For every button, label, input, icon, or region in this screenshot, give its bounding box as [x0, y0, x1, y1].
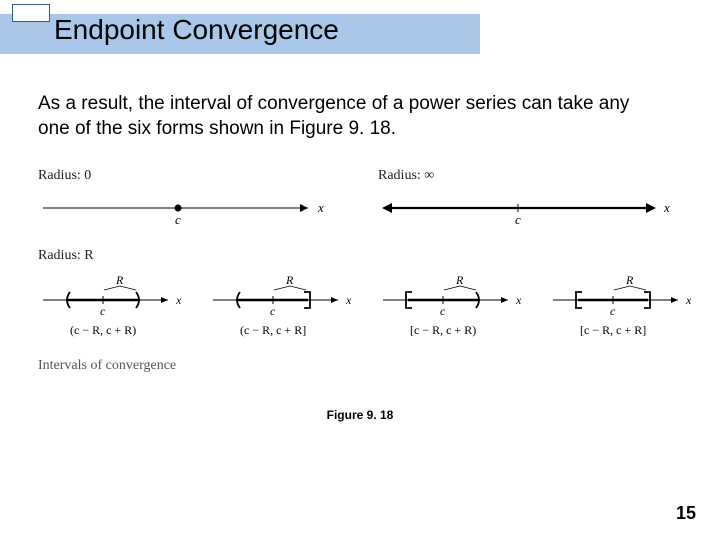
header-tab-box — [12, 4, 50, 22]
c-label: c — [175, 212, 181, 227]
radius-0-diagram: x c — [38, 188, 338, 238]
radius-R-label: Radius: R — [38, 248, 94, 264]
radius-0-label: Radius: 0 — [38, 168, 91, 184]
interval-closed-open: R x c [c − R, c + R) — [378, 268, 538, 348]
slide-title: Endpoint Convergence — [54, 14, 339, 46]
svg-text:R: R — [625, 273, 634, 287]
body-paragraph: As a result, the interval of convergence… — [38, 92, 658, 141]
svg-text:c: c — [610, 304, 616, 318]
svg-text:(c − R, c + R): (c − R, c + R) — [70, 323, 136, 337]
svg-text:c: c — [270, 304, 276, 318]
intervals-caption: Intervals of convergence — [38, 358, 176, 374]
svg-text:x: x — [515, 293, 522, 307]
svg-text:c: c — [515, 212, 521, 227]
svg-text:x: x — [663, 200, 670, 215]
svg-text:[c − R, c + R]: [c − R, c + R] — [580, 323, 646, 337]
radius-inf-diagram: x c — [378, 188, 678, 238]
svg-text:c: c — [100, 304, 106, 318]
svg-text:x: x — [685, 293, 692, 307]
interval-closed-closed: R x c [c − R, c + R] — [548, 268, 708, 348]
svg-text:R: R — [455, 273, 464, 287]
slide-header: Endpoint Convergence — [0, 0, 720, 62]
page-number: 15 — [676, 503, 696, 524]
x-label: x — [317, 200, 324, 215]
svg-text:[c − R, c + R): [c − R, c + R) — [410, 323, 476, 337]
svg-text:c: c — [440, 304, 446, 318]
svg-text:R: R — [115, 273, 124, 287]
svg-text:(c − R, c + R]: (c − R, c + R] — [240, 323, 306, 337]
interval-open-open: R x c (c − R, c + R) — [38, 268, 198, 348]
svg-text:R: R — [285, 273, 294, 287]
svg-text:x: x — [345, 293, 352, 307]
figure-9-18: Radius: 0 Radius: ∞ x c x c Radius: R R — [38, 168, 688, 378]
interval-open-closed: R x c (c − R, c + R] — [208, 268, 368, 348]
figure-caption: Figure 9. 18 — [0, 408, 720, 422]
svg-text:x: x — [175, 293, 182, 307]
radius-inf-label: Radius: ∞ — [378, 168, 434, 184]
